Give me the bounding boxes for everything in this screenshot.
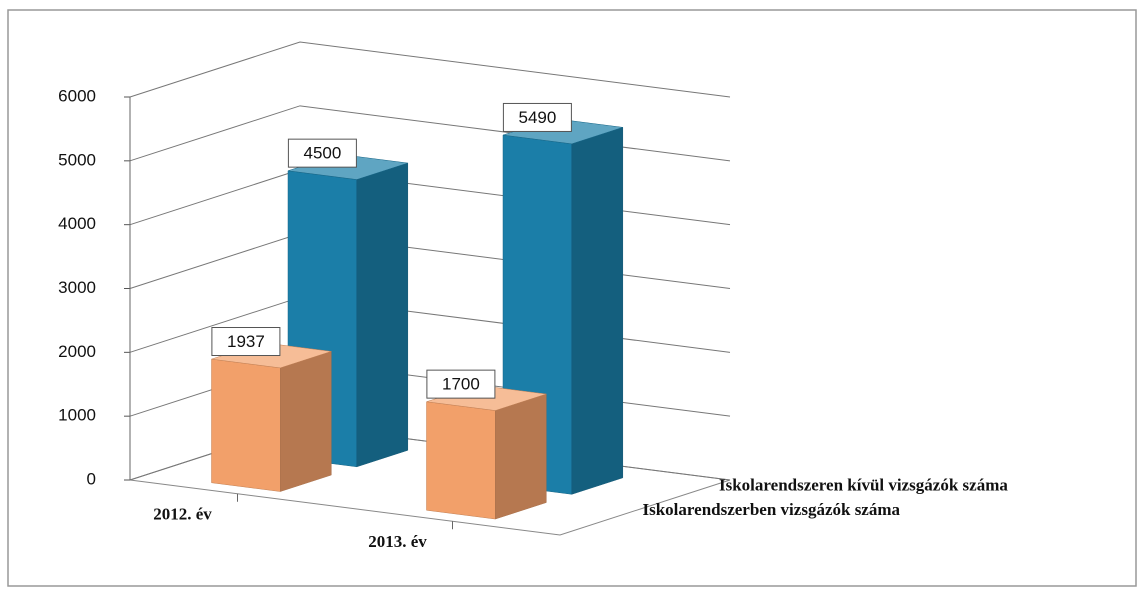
bar xyxy=(211,342,332,492)
value-label-box xyxy=(287,138,357,168)
y-tick-label: 3000 xyxy=(58,278,96,297)
x-tick-label: 2013. év xyxy=(368,532,427,551)
y-tick-label: 2000 xyxy=(58,342,96,361)
value-label: 1937 xyxy=(227,332,265,351)
series-label: Iskolarendszerben vizsgázók száma xyxy=(643,500,901,519)
value-label-box xyxy=(502,102,572,132)
y-tick-label: 6000 xyxy=(58,86,96,105)
bar-front xyxy=(426,401,496,520)
bar-side xyxy=(571,127,624,495)
value-label: 4500 xyxy=(303,144,341,163)
y-tick-label: 5000 xyxy=(58,150,96,169)
y-tick-label: 1000 xyxy=(58,406,96,425)
value-label-box xyxy=(426,369,496,399)
value-label: 5490 xyxy=(518,108,556,127)
value-label: 1700 xyxy=(442,375,480,394)
value-label-box xyxy=(211,327,281,357)
grid-line xyxy=(129,41,731,98)
bar-side xyxy=(495,393,547,520)
bar xyxy=(426,384,547,520)
bar-side xyxy=(280,351,332,492)
x-tick-label: 2012. év xyxy=(153,505,212,524)
bar-side xyxy=(356,162,409,468)
series-label: Iskolarendszeren kívül vizsgázók száma xyxy=(719,475,1008,494)
y-tick-label: 4000 xyxy=(58,214,96,233)
y-tick-label: 0 xyxy=(87,469,96,488)
bar-front xyxy=(211,358,281,492)
